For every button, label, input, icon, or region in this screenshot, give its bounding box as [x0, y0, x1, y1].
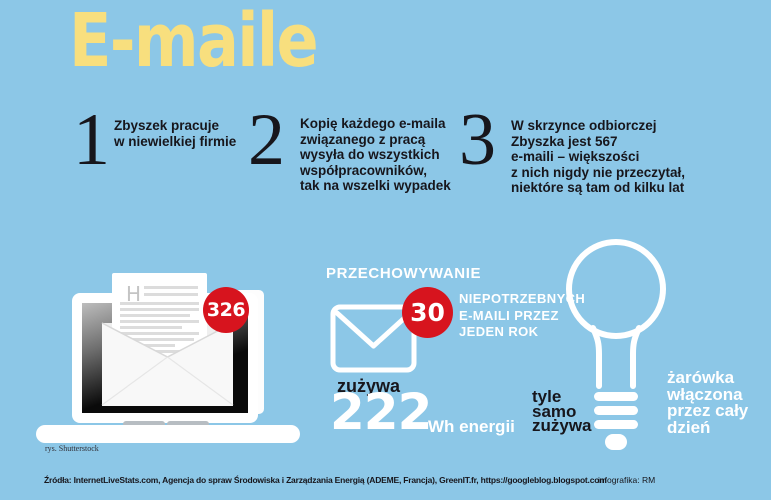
bulb-label: żarówka włączona przez cały dzień: [667, 368, 749, 437]
illustration-credit: rys. Shutterstock: [45, 444, 99, 453]
laptop-base-icon: [36, 425, 300, 443]
stored-count: 30: [410, 298, 445, 327]
inbox-count: 326: [206, 299, 246, 321]
envelope-icon: [330, 304, 417, 373]
notification-badge: 30: [402, 287, 453, 338]
notification-badge: 326: [203, 287, 249, 333]
step-3-number: 3: [459, 99, 496, 181]
envelope-front-icon: [101, 322, 234, 406]
page-title: E-maile: [69, 0, 319, 84]
svg-text:H: H: [126, 282, 141, 306]
uses-verb: zużywa: [337, 376, 401, 396]
step-1-number: 1: [73, 99, 110, 181]
step-3-text: W skrzynce odbiorczej Zbyszka jest 567 e…: [511, 118, 686, 195]
laptop-icon: H: [36, 273, 300, 443]
storage-label: NIEPOTRZEBNYCH E-MAILI PRZEZ JEDEN ROK: [459, 291, 586, 339]
storage-heading: PRZECHOWYWANIE: [326, 265, 482, 282]
step-2-number: 2: [248, 99, 285, 181]
energy-value: 222: [330, 383, 432, 441]
equals-label: tyle samo zużywa: [532, 387, 592, 435]
energy-unit: Wh energii: [428, 417, 515, 436]
footer-credit: infografika: RM: [598, 475, 656, 485]
footer-sources: Źródła: InternetLiveStats.com, Agencja d…: [44, 475, 607, 485]
step-1-text: Zbyszek pracuje w niewielkiej firmie: [114, 118, 237, 149]
step-2-text: Kopię każdego e-maila związanego z pracą…: [300, 116, 451, 193]
lightbulb-icon: [566, 239, 666, 450]
